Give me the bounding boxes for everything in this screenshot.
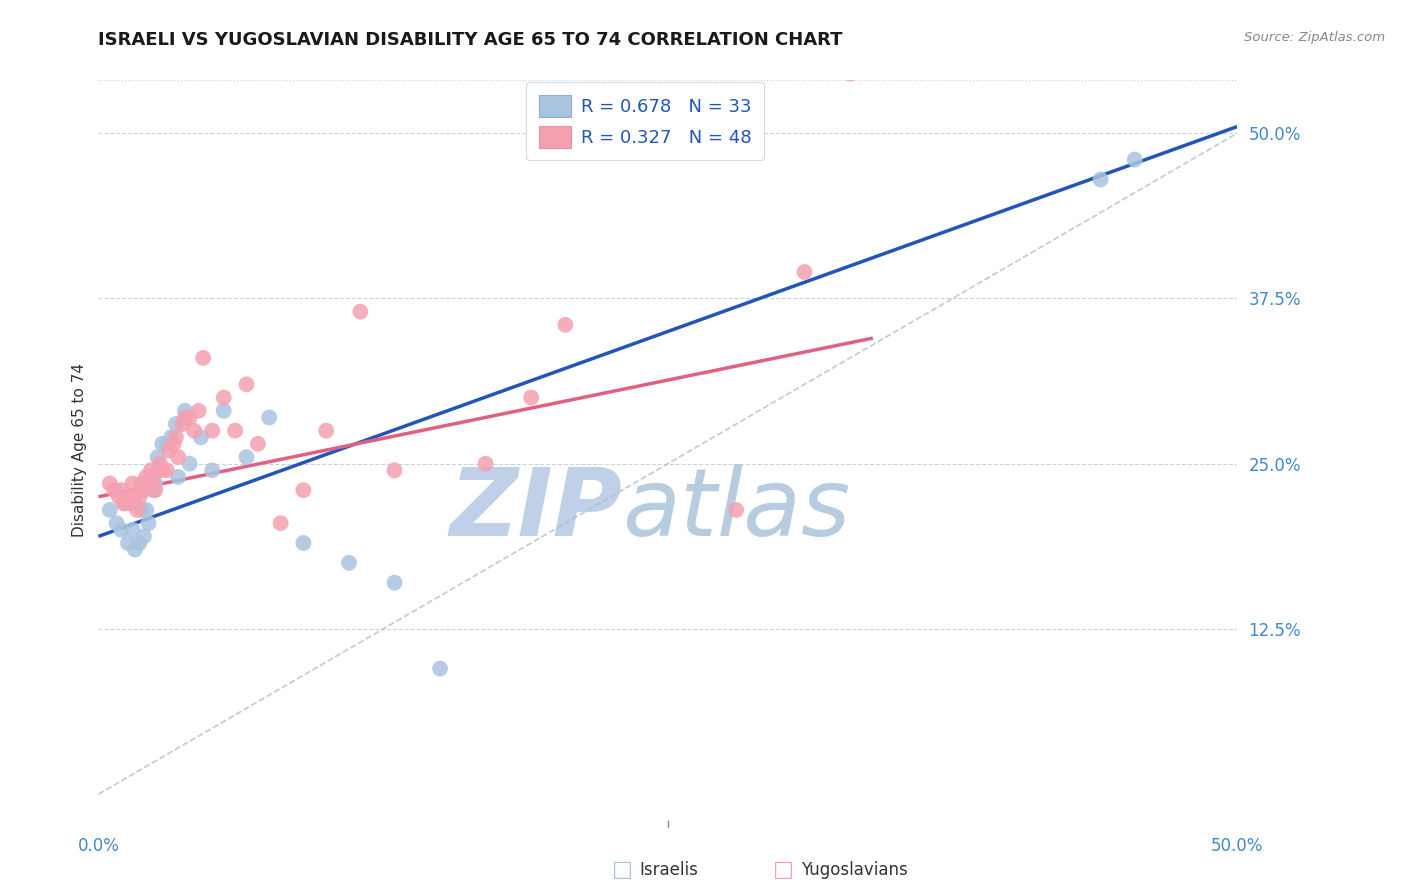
Point <box>112 496 135 510</box>
Point <box>142 483 165 497</box>
Point <box>167 450 190 464</box>
Text: 50.0%: 50.0% <box>1211 837 1264 855</box>
Point <box>174 410 197 425</box>
Point <box>235 377 257 392</box>
Point <box>165 430 187 444</box>
Point <box>138 516 160 531</box>
Point <box>110 483 132 497</box>
Point <box>117 490 139 504</box>
Point <box>337 556 360 570</box>
Point <box>132 483 155 497</box>
Point <box>120 496 142 510</box>
Point <box>349 304 371 318</box>
Point <box>110 523 132 537</box>
Point <box>520 391 543 405</box>
Point <box>132 529 155 543</box>
Point <box>201 424 224 438</box>
Point <box>150 437 173 451</box>
Point <box>145 476 167 491</box>
Text: ISRAELI VS YUGOSLAVIAN DISABILITY AGE 65 TO 74 CORRELATION CHART: ISRAELI VS YUGOSLAVIAN DISABILITY AGE 65… <box>98 31 844 49</box>
Point <box>139 463 162 477</box>
Point <box>793 265 815 279</box>
Point <box>474 457 496 471</box>
Text: Israelis: Israelis <box>640 861 699 879</box>
Point <box>105 516 128 531</box>
Point <box>156 463 179 477</box>
Point <box>259 410 281 425</box>
Point <box>128 536 150 550</box>
Point <box>246 437 269 451</box>
Point <box>156 437 179 451</box>
Point <box>150 463 173 477</box>
Point <box>235 450 257 464</box>
Y-axis label: Disability Age 65 to 74: Disability Age 65 to 74 <box>72 363 87 538</box>
Point <box>187 404 209 418</box>
Point <box>292 483 315 497</box>
Point <box>179 410 201 425</box>
Point <box>98 503 121 517</box>
Point <box>292 536 315 550</box>
Point <box>315 424 337 438</box>
Point <box>149 457 172 471</box>
Point <box>131 476 153 491</box>
Point <box>131 503 153 517</box>
Point <box>183 424 205 438</box>
Point <box>98 476 121 491</box>
Point <box>212 404 235 418</box>
Point <box>167 470 190 484</box>
Point <box>839 67 862 81</box>
Point <box>201 463 224 477</box>
Point <box>146 450 169 464</box>
Point <box>190 430 212 444</box>
Point <box>179 457 201 471</box>
Point <box>212 391 235 405</box>
Point <box>121 476 143 491</box>
Point <box>138 476 160 491</box>
Point <box>127 503 149 517</box>
Point <box>145 483 167 497</box>
Point <box>554 318 576 332</box>
Point <box>124 542 146 557</box>
Point <box>1123 153 1146 167</box>
Point <box>1090 172 1112 186</box>
Point <box>117 536 139 550</box>
Text: □: □ <box>612 860 633 880</box>
Point <box>160 430 183 444</box>
Point <box>124 490 146 504</box>
Text: Source: ZipAtlas.com: Source: ZipAtlas.com <box>1244 31 1385 45</box>
Text: ZIP: ZIP <box>450 464 623 556</box>
Point <box>114 496 136 510</box>
Point <box>384 463 406 477</box>
Point <box>135 503 157 517</box>
Point <box>128 490 150 504</box>
Point <box>157 443 180 458</box>
Point <box>384 575 406 590</box>
Point <box>108 490 131 504</box>
Point <box>725 503 748 517</box>
Text: atlas: atlas <box>623 464 851 555</box>
Point <box>142 476 165 491</box>
Text: 0.0%: 0.0% <box>77 837 120 855</box>
Point <box>193 351 215 365</box>
Point <box>165 417 187 431</box>
Point <box>429 662 451 676</box>
Text: □: □ <box>773 860 794 880</box>
Point <box>135 470 157 484</box>
Point <box>172 417 194 431</box>
Point <box>121 523 143 537</box>
Point <box>224 424 246 438</box>
Text: Yugoslavians: Yugoslavians <box>801 861 908 879</box>
Point <box>103 483 125 497</box>
Point <box>174 404 197 418</box>
Point <box>146 463 169 477</box>
Legend: R = 0.678   N = 33, R = 0.327   N = 48: R = 0.678 N = 33, R = 0.327 N = 48 <box>526 82 763 161</box>
Point <box>270 516 292 531</box>
Point <box>162 437 184 451</box>
